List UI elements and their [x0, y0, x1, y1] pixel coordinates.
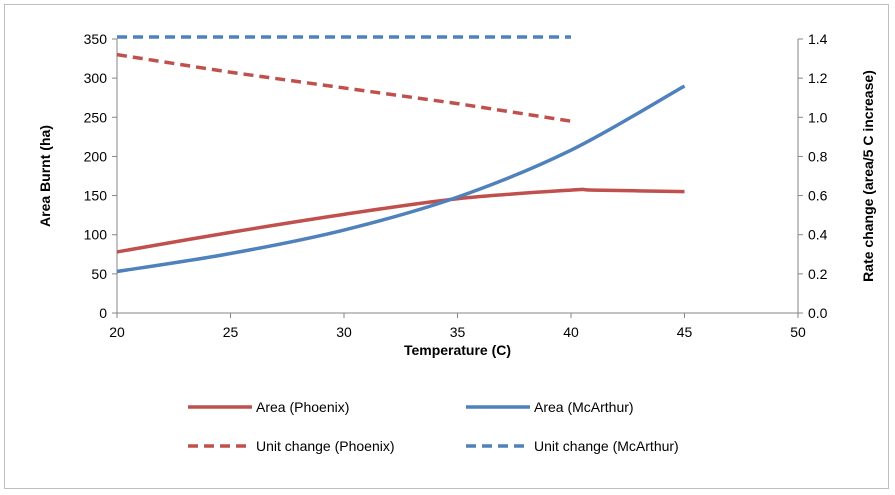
x-tick-label: 30 [336, 324, 352, 340]
x-axis-title: Temperature (C) [404, 342, 511, 358]
y-left-tick-labels: 0 50 100 150 200 250 300 350 [84, 31, 108, 321]
legend-label-area-phoenix: Area (Phoenix) [256, 399, 349, 415]
line-chart: 20 25 30 35 40 45 50 0 50 100 150 200 250 300 350 0.0… [37, 31, 876, 454]
y-left-tick-label: 50 [91, 266, 107, 282]
x-tick-label: 50 [790, 324, 806, 340]
y-right-tick-label: 1.2 [808, 70, 828, 86]
y-right-tick-label: 0.0 [808, 305, 828, 321]
y-right-tick-label: 1.4 [808, 31, 828, 47]
series-line-area-mcarthur [116, 84, 686, 274]
y-left-tick-label: 300 [84, 70, 108, 86]
y-right-tick-label: 0.2 [808, 266, 828, 282]
y-left-tick-label: 0 [99, 305, 107, 321]
series-line-unit-change-phoenix [116, 52, 572, 123]
y-right-tick-labels: 0.0 0.2 0.4 0.6 0.8 1.0 1.2 1.4 [808, 31, 828, 321]
y-right-tick-label: 0.4 [808, 227, 828, 243]
x-tick-label: 35 [450, 324, 466, 340]
y-right-tick-label: 0.8 [808, 148, 828, 164]
x-tick-labels: 20 25 30 35 40 45 50 [109, 324, 806, 340]
x-tick-label: 45 [677, 324, 693, 340]
x-tick-label: 20 [109, 324, 125, 340]
legend-label-unit-change-phoenix: Unit change (Phoenix) [256, 438, 395, 454]
y-left-tick-label: 200 [84, 148, 108, 164]
series-line-area-phoenix [116, 187, 685, 254]
axes [112, 38, 803, 318]
legend-label-unit-change-mcarthur: Unit change (McArthur) [534, 438, 679, 454]
y-left-tick-label: 100 [84, 227, 108, 243]
y-right-tick-label: 0.6 [808, 188, 828, 204]
y-right-tick-label: 1.0 [808, 109, 828, 125]
y-left-tick-label: 250 [84, 109, 108, 125]
chart-frame: 20 25 30 35 40 45 50 0 50 100 150 200 250 300 350 0.0… [4, 4, 889, 489]
legend-label-area-mcarthur: Area (McArthur) [534, 399, 634, 415]
legend: Area (Phoenix) Area (McArthur) Unit change… [188, 399, 679, 454]
series-layer [116, 35, 686, 274]
x-tick-label: 25 [223, 324, 239, 340]
y-left-axis-title: Area Burnt (ha) [37, 125, 53, 227]
y-left-tick-label: 150 [84, 188, 108, 204]
x-tick-label: 40 [563, 324, 579, 340]
y-left-tick-label: 350 [84, 31, 108, 47]
y-right-axis-title: Rate change (area/5 C increase) [860, 70, 876, 282]
